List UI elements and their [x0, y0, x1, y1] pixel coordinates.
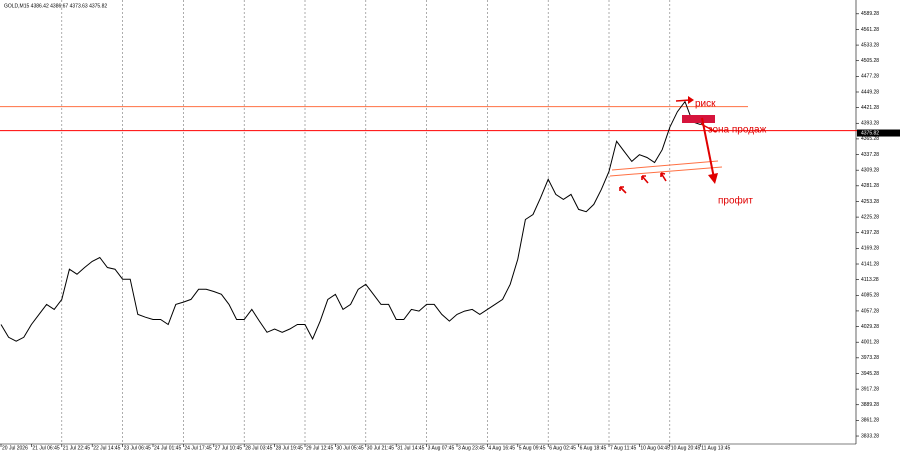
x-tick-label: 10 Aug 20:45	[671, 445, 701, 451]
x-tick-label: 31 Jul 14:45	[397, 445, 424, 451]
x-tick-label: 30 Jul 05:45	[336, 445, 363, 451]
x-tick-label: 28 Jul 03:45	[245, 445, 272, 451]
x-tick-label: 30 Jul 21:45	[367, 445, 394, 451]
x-tick-label: 24 Jul 17:45	[184, 445, 211, 451]
drawings: риск зона продаж профит	[609, 96, 767, 207]
y-tick-label: 3889.28	[861, 402, 879, 408]
x-tick-label: 23 Jul 06:45	[124, 445, 151, 451]
x-tick-label: 22 Jul 14:45	[93, 445, 120, 451]
y-tick-label: 4169.28	[861, 246, 879, 252]
y-tick-label: 4113.28	[861, 277, 879, 283]
x-tick-label: 24 Jul 01:45	[154, 445, 181, 451]
x-tick-label: 10 Aug 04:45	[640, 445, 670, 451]
y-tick-label: 4253.28	[861, 199, 879, 205]
x-tick-label: 21 Jul 22:45	[63, 445, 90, 451]
y-tick-label: 4085.28	[861, 293, 879, 299]
x-tick-label: 3 Aug 23:45	[458, 445, 485, 451]
y-tick-label: 4533.28	[861, 42, 879, 48]
y-tick-label: 4449.28	[861, 89, 879, 95]
y-tick-label: 4309.28	[861, 168, 879, 174]
y-tick-label: 4505.28	[861, 58, 879, 64]
sell-zone	[682, 115, 715, 123]
x-tick-label: 27 Jul 10:45	[215, 445, 242, 451]
arrow	[641, 175, 649, 184]
y-tick-label: 4281.28	[861, 183, 879, 189]
y-tick-label: 4365.28	[861, 136, 879, 142]
chart-title: GOLD,M15 4386.42 4386.67 4373.63 4375.82	[4, 3, 107, 9]
x-tick-label: 6 Aug 18:45	[580, 445, 607, 451]
y-tick-label: 3861.28	[861, 418, 879, 424]
arrow	[660, 172, 667, 182]
y-tick-label: 3833.28	[861, 433, 879, 439]
x-tick-label: 21 Jul 06:45	[32, 445, 59, 451]
x-tick-label: 28 Jul 19:45	[276, 445, 303, 451]
annotation: профит	[718, 195, 753, 207]
annotation: зона продаж	[708, 125, 767, 136]
arrow-head	[688, 96, 694, 104]
annotation: риск	[695, 99, 716, 110]
x-tick-label: 7 Aug 11:45	[610, 445, 637, 451]
y-tick-label: 4477.28	[861, 74, 879, 80]
x-tick-label: 29 Jul 12:45	[306, 445, 333, 451]
y-tick-label: 3917.28	[861, 386, 879, 392]
y-tick-label: 4337.28	[861, 152, 879, 158]
price-tag	[857, 129, 900, 137]
y-tick-label: 4001.28	[861, 340, 879, 346]
y-tick-label: 4225.28	[861, 214, 879, 220]
channel-line	[611, 160, 719, 171]
x-tick-label: 6 Aug 02:45	[549, 445, 576, 451]
price-line	[0, 100, 709, 342]
y-tick-label: 4421.28	[861, 105, 879, 111]
y-tick-label: 3973.28	[861, 355, 879, 361]
y-tick-label: 4141.28	[861, 261, 879, 267]
x-tick-label: 20 Jul 2026	[2, 445, 28, 451]
y-tick-label: 4589.28	[861, 11, 879, 17]
y-tick-label: 4561.28	[861, 27, 879, 33]
channel-line	[609, 166, 723, 177]
arrow	[701, 117, 715, 179]
y-tick-label: 4029.28	[861, 324, 879, 330]
x-tick-label: 5 Aug 09:45	[519, 445, 546, 451]
arrow	[619, 186, 627, 194]
y-tick-label: 4197.28	[861, 230, 879, 236]
arrow	[675, 99, 691, 102]
arrow-head	[708, 173, 718, 184]
x-tick-label: 11 Aug 13:45	[701, 445, 730, 451]
y-tick-label: 4057.28	[861, 308, 879, 314]
x-tick-label: 4 Aug 16:45	[488, 445, 515, 451]
price-tag-label: 4375.82	[861, 130, 879, 136]
x-tick-label: 3 Aug 07:45	[428, 445, 455, 451]
y-tick-label: 3945.28	[861, 371, 879, 377]
y-tick-label: 4393.28	[861, 121, 879, 127]
